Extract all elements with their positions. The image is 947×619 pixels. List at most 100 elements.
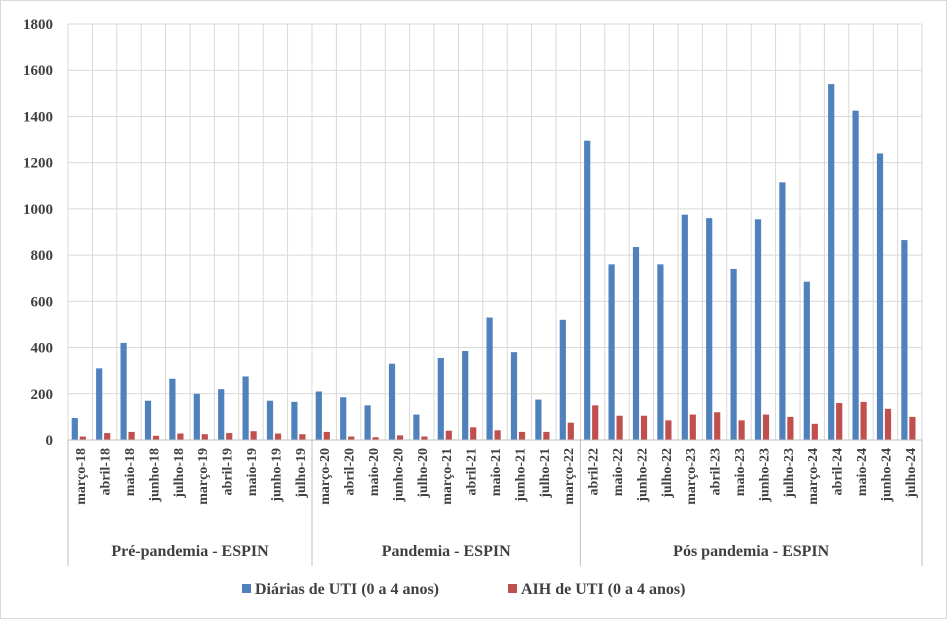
x-tick-label: maio-22 (611, 448, 626, 496)
bar-aih-uti (470, 427, 477, 440)
legend-label-aih: AIH de UTI (0 a 4 anos) (521, 581, 685, 598)
bar-aih-uti (201, 434, 208, 440)
bar-aih-uti (128, 431, 135, 440)
x-tick-label: maio-21 (489, 448, 504, 496)
bar-diarias-uti (559, 319, 566, 440)
x-tick-label: abril-18 (99, 448, 114, 495)
x-tick-label: março-20 (318, 448, 333, 505)
bar-diarias-uti (169, 378, 176, 440)
y-tick-label: 1400 (23, 109, 53, 125)
x-tick-label: julho-22 (660, 448, 675, 499)
x-tick-label: maio-18 (123, 448, 138, 496)
bar-diarias-uti (242, 376, 249, 440)
bar-aih-uti (909, 416, 916, 440)
x-tick-label: abril-24 (831, 448, 846, 495)
y-tick-label: 1000 (23, 202, 53, 218)
bar-aih-uti (250, 431, 257, 440)
bar-aih-uti (518, 431, 526, 440)
group-label: Pré-pandemia - ESPIN (111, 543, 269, 560)
bar-aih-uti (323, 431, 330, 440)
bar-aih-uti (396, 435, 404, 440)
y-tick-label: 1200 (23, 156, 53, 172)
x-tick-label: março-22 (562, 448, 577, 505)
bar-diarias-uti (218, 389, 225, 440)
bar-diarias-uti (779, 182, 786, 441)
x-tick-label: junho-18 (147, 448, 162, 503)
y-tick-label: 1800 (23, 17, 53, 33)
bar-aih-uti (494, 430, 501, 440)
bar-diarias-uti (96, 368, 103, 440)
x-tick-label: maio-24 (855, 448, 870, 496)
bar-diarias-uti (144, 400, 152, 440)
y-tick-label: 0 (46, 433, 54, 449)
bar-aih-uti (738, 420, 745, 440)
x-tick-label: junho-21 (513, 448, 528, 503)
x-tick-label: julho-21 (538, 448, 553, 499)
x-tick-label: maio-19 (245, 448, 260, 496)
y-tick-label: 600 (31, 294, 54, 310)
bar-diarias-uti (632, 247, 640, 440)
bar-diarias-uti (193, 393, 200, 440)
bar-aih-uti (762, 414, 770, 440)
bar-aih-uti (714, 412, 721, 440)
bar-aih-uti (665, 420, 672, 440)
x-tick-label: março-19 (196, 448, 211, 505)
bar-diarias-uti (388, 363, 396, 440)
bar-diarias-uti (730, 268, 737, 440)
bars (71, 84, 916, 441)
y-tick-label: 1600 (23, 63, 53, 79)
x-tick-label: março-18 (74, 448, 89, 505)
x-tick-label: julho-19 (294, 448, 309, 499)
bar-diarias-uti (706, 218, 713, 440)
x-tick-label: maio-20 (367, 448, 382, 496)
bar-diarias-uti (437, 357, 444, 440)
x-axis-ticks: março-18 abril-18 maio-18 junho-18 julho-18 m… (74, 448, 919, 505)
x-tick-label: julho-24 (904, 448, 919, 499)
bar-diarias-uti (364, 405, 371, 440)
bar-aih-uti (616, 415, 623, 440)
bar-aih-uti (177, 433, 184, 440)
bar-diarias-uti (657, 264, 664, 440)
group-label: Pandemia - ESPIN (382, 543, 511, 560)
bar-diarias-uti (876, 153, 884, 440)
bar-aih-uti (592, 405, 599, 440)
bar-aih-uti (152, 435, 160, 440)
legend-label-diarias: Diárias de UTI (0 a 4 anos) (255, 581, 439, 598)
bar-diarias-uti (510, 352, 518, 440)
bar-diarias-uti (462, 351, 469, 440)
x-tick-label: março-21 (440, 448, 455, 505)
bar-aih-uti (372, 437, 379, 440)
bar-aih-uti (787, 416, 794, 440)
bar-aih-uti (836, 403, 843, 440)
x-tick-label: junho-20 (391, 448, 406, 503)
bar-diarias-uti (584, 140, 591, 440)
bar-diarias-uti (486, 317, 493, 440)
x-tick-label: abril-19 (221, 448, 236, 495)
x-tick-label: junho-24 (879, 448, 894, 503)
x-tick-label: abril-22 (587, 448, 602, 495)
x-tick-label: março-24 (806, 448, 821, 505)
bar-aih-uti (79, 436, 86, 440)
bar-aih-uti (421, 436, 428, 440)
bar-diarias-uti (413, 414, 420, 440)
x-tick-label: junho-23 (757, 448, 772, 503)
y-tick-label: 800 (31, 248, 54, 264)
bar-aih-uti (299, 434, 306, 440)
x-tick-label: julho-18 (172, 448, 187, 499)
bar-diarias-uti (291, 401, 298, 440)
bar-diarias-uti (681, 214, 688, 440)
legend-swatch-aih (508, 584, 517, 593)
bar-diarias-uti (340, 397, 347, 440)
category-groups: Pré-pandemia - ESPIN Pandemia - ESPIN Pós … (67, 440, 923, 566)
bar-aih-uti (884, 408, 892, 440)
bar-aih-uti (445, 430, 452, 440)
bar-diarias-uti (754, 219, 762, 440)
legend-swatch-diarias (242, 584, 251, 593)
y-axis-ticks: 0 200 400 600 800 1000 1200 1400 1600 1800 (23, 17, 53, 449)
group-label: Pós pandemia - ESPIN (673, 543, 829, 560)
bar-aih-uti (860, 401, 867, 440)
gridlines (67, 23, 923, 440)
bar-diarias-uti (901, 240, 908, 440)
